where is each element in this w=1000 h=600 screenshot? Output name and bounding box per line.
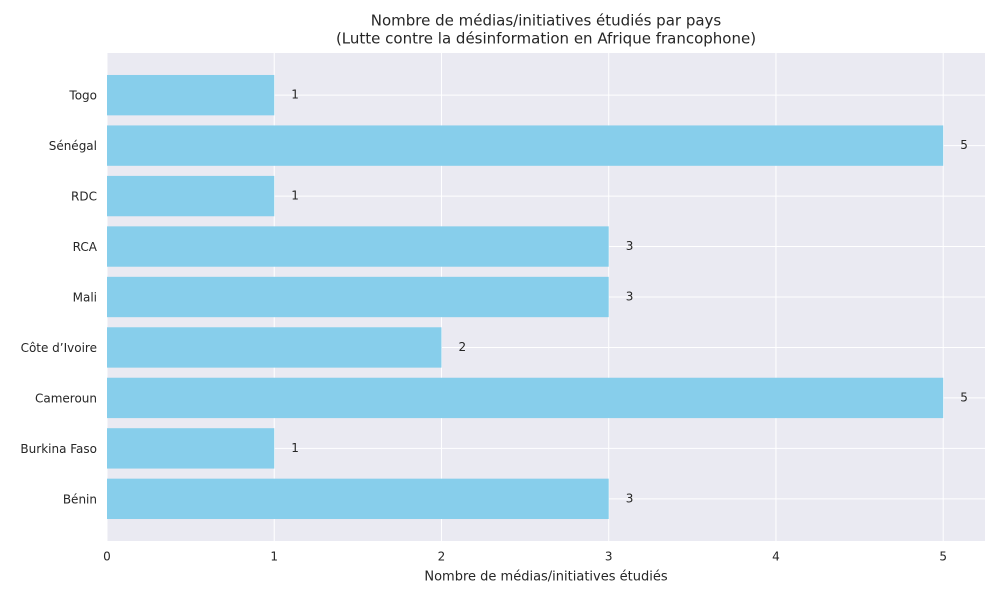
y-tick-label: Mali [73,291,97,305]
chart-title: Nombre de médias/initiatives étudiés par… [371,12,722,30]
value-label: 1 [291,88,299,102]
y-tick-label: RDC [71,190,97,204]
value-label: 3 [626,290,634,304]
bar [107,175,275,217]
y-tick-label: Côte d’Ivoire [21,341,97,355]
bar [107,125,944,166]
bar [107,327,442,368]
value-label: 5 [960,390,968,404]
y-tick-label: Burkina Faso [20,442,97,456]
x-axis-label: Nombre de médias/initiatives étudiés [424,570,667,585]
x-tick-label: 2 [438,550,446,564]
bar [107,276,609,318]
y-tick-label: Bénin [63,492,97,506]
x-tick-label: 5 [939,550,947,564]
bar [107,226,609,267]
y-tick-label: RCA [73,240,98,254]
x-tick-label: 1 [270,550,278,564]
bar [107,428,275,469]
chart-subtitle: (Lutte contre la désinformation en Afriq… [336,30,756,48]
x-tick-label: 0 [103,550,111,564]
y-tick-label: Cameroun [35,391,97,405]
value-label: 1 [291,189,299,203]
value-label: 5 [960,138,968,152]
value-label: 3 [626,491,634,505]
value-label: 2 [458,340,466,354]
x-tick-label: 3 [605,550,613,564]
value-label: 1 [291,441,299,455]
y-tick-label: Togo [68,89,97,103]
value-label: 3 [626,239,634,253]
bar [107,478,609,520]
x-tick-label: 4 [772,550,780,564]
bar [107,377,944,419]
y-tick-label: Sénégal [49,139,97,153]
bar [107,74,275,116]
